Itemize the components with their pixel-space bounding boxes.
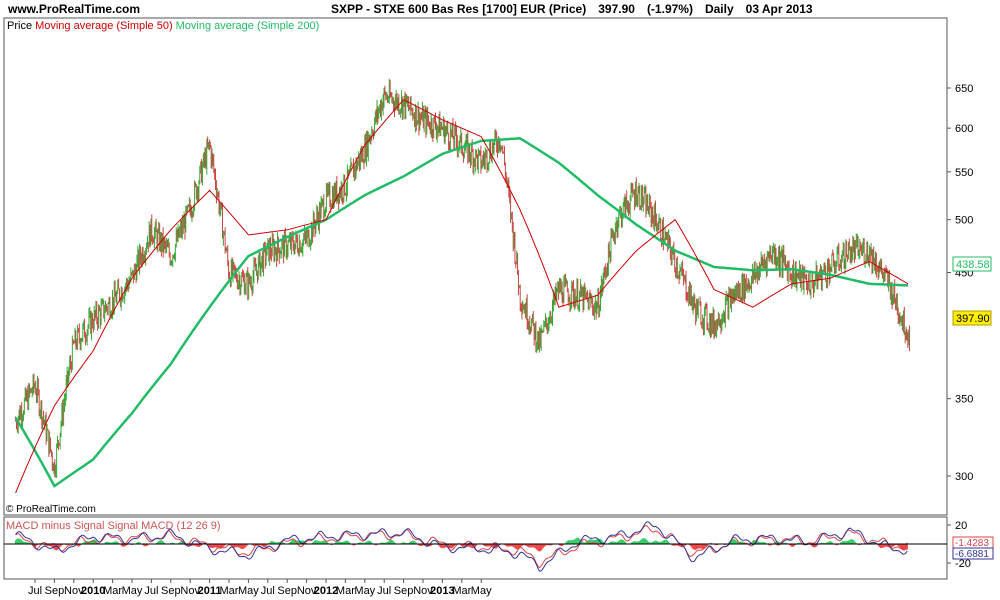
price-value-text: 397.90 — [956, 313, 990, 325]
x-tick-label: Mar — [220, 585, 239, 597]
x-tick-label: Jul — [261, 585, 275, 597]
ma50-line — [15, 99, 909, 494]
price-value-tag — [952, 310, 992, 326]
instrument-name: SXPP - STXE 600 Bas Res [1700] EUR (Pric… — [331, 2, 587, 16]
last-price: 397.90 — [598, 2, 635, 16]
x-tick-label: Mar — [103, 585, 122, 597]
price-panel[interactable] — [3, 17, 948, 516]
chart-header: www.ProRealTime.com SXPP - STXE 600 Bas … — [0, 0, 1000, 18]
price-y-tick-label: 300 — [955, 471, 973, 483]
macd-value-tag — [952, 547, 994, 560]
x-tick-label: May — [471, 585, 492, 597]
x-tick-label: Jul — [377, 585, 391, 597]
x-tick-label: Sep — [277, 585, 297, 597]
x-tick-label: Jul — [144, 585, 158, 597]
x-tick-label: Nov — [297, 585, 317, 597]
x-tick-label: Nov — [413, 585, 433, 597]
macd-line — [15, 521, 908, 572]
macd-legend: MACD minus Signal Signal MACD (12 26 9) — [6, 520, 221, 532]
x-tick-label: 2010 — [81, 585, 105, 597]
x-tick-label: 2013 — [430, 585, 454, 597]
x-tick-label: May — [238, 585, 259, 597]
x-tick-label: Mar — [452, 585, 471, 597]
x-tick-label: May — [122, 585, 143, 597]
site-name: www.ProRealTime.com — [8, 2, 141, 16]
price-y-tick-label: 500 — [955, 215, 973, 227]
chart-title: SXPP - STXE 600 Bas Res [1700] EUR (Pric… — [331, 2, 825, 16]
period-label: Daily — [704, 2, 734, 16]
chart-date: 03 Apr 2013 — [745, 2, 813, 16]
x-tick-label: May — [354, 585, 375, 597]
x-tick-label: Sep — [161, 585, 181, 597]
price-change: (-1.97%) — [646, 2, 693, 16]
x-tick-label: Nov — [180, 585, 200, 597]
macd-value-text: -6.6881 — [955, 549, 989, 560]
ma200-line — [14, 137, 909, 488]
price-y-tick-label: 600 — [955, 123, 973, 135]
price-y-tick-label: 550 — [955, 167, 973, 179]
x-tick-label: Nov — [64, 585, 84, 597]
price-y-tick-label: 350 — [955, 394, 973, 406]
ma200-value-text: 438.58 — [956, 259, 990, 271]
x-tick-label: 2012 — [314, 585, 338, 597]
signal-value-text: -1.4283 — [955, 538, 989, 549]
legend-price: Price Moving average (Simple 50) Moving av… — [7, 20, 319, 32]
macd-y-tick-label: -20 — [955, 558, 971, 570]
x-tick-label: 2011 — [198, 585, 222, 597]
macd-y-tick-label: 20 — [955, 520, 967, 532]
x-tick-label: Sep — [394, 585, 414, 597]
x-tick-label: Jul — [28, 585, 42, 597]
legend-price-label: Price — [7, 20, 32, 32]
legend-ma200: Moving average (Simple 200) — [176, 20, 320, 32]
ma200-value-tag — [952, 256, 992, 272]
x-tick-label: Mar — [336, 585, 355, 597]
watermark: © ProRealTime.com — [6, 504, 96, 515]
legend-ma50: Moving average (Simple 50) — [35, 20, 173, 32]
x-tick-label: Sep — [45, 585, 65, 597]
price-y-tick-label: 650 — [955, 83, 973, 95]
